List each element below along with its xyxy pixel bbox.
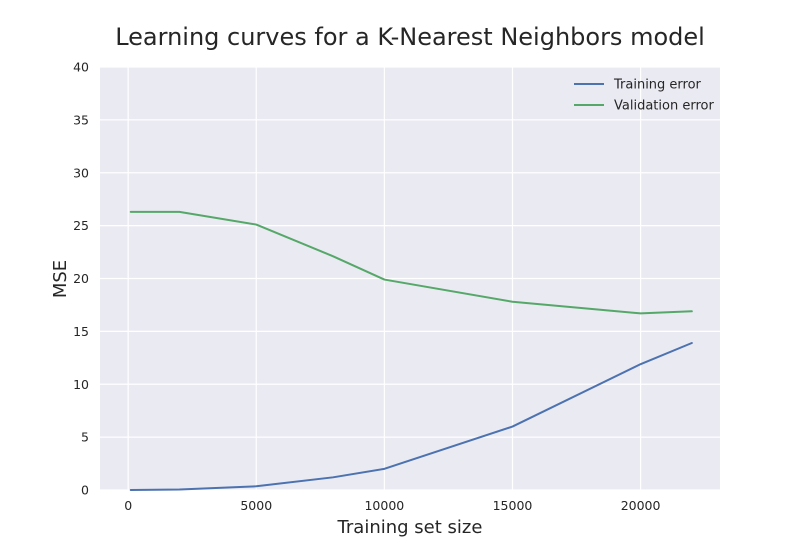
x-axis-ticks: 0 5000 10000 15000 20000 — [124, 498, 660, 513]
y-axis-label: MSE — [50, 260, 71, 298]
y-axis-ticks: 0 5 10 15 20 25 30 35 40 — [73, 60, 89, 498]
legend-label: Validation error — [614, 99, 714, 114]
x-tick-label: 10000 — [364, 498, 404, 513]
x-tick-label: 15000 — [493, 498, 533, 513]
y-tick-label: 5 — [81, 430, 89, 445]
y-tick-label: 10 — [73, 377, 89, 392]
x-axis-label: Training set size — [337, 517, 483, 538]
y-tick-label: 25 — [73, 218, 89, 233]
chart-title: Learning curves for a K-Nearest Neighbor… — [115, 23, 705, 51]
series-line — [129, 342, 693, 491]
legend-label: Training error — [613, 78, 702, 93]
series-line — [129, 210, 693, 315]
series-lines — [129, 210, 693, 491]
y-tick-label: 20 — [73, 271, 89, 286]
y-tick-label: 35 — [73, 112, 89, 127]
x-tick-label: 0 — [124, 498, 132, 513]
y-tick-label: 0 — [81, 483, 89, 498]
legend: Training error Validation error — [574, 78, 714, 114]
x-tick-label: 20000 — [621, 498, 661, 513]
y-tick-label: 15 — [73, 324, 89, 339]
y-tick-label: 40 — [73, 60, 89, 75]
y-tick-label: 30 — [73, 165, 89, 180]
x-tick-label: 5000 — [240, 498, 272, 513]
